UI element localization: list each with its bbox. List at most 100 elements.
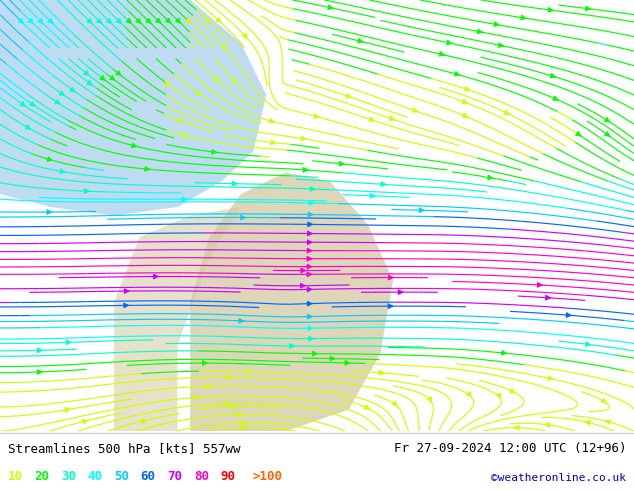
Text: 60: 60 xyxy=(141,470,156,483)
FancyArrowPatch shape xyxy=(182,197,186,201)
FancyArrowPatch shape xyxy=(214,77,219,82)
FancyArrowPatch shape xyxy=(398,290,403,294)
FancyArrowPatch shape xyxy=(548,376,553,380)
FancyArrowPatch shape xyxy=(389,116,394,121)
FancyArrowPatch shape xyxy=(307,256,312,261)
FancyArrowPatch shape xyxy=(47,210,51,214)
FancyArrowPatch shape xyxy=(55,99,60,104)
FancyArrowPatch shape xyxy=(141,419,146,423)
FancyArrowPatch shape xyxy=(301,284,305,288)
FancyArrowPatch shape xyxy=(25,125,30,129)
FancyArrowPatch shape xyxy=(455,72,460,76)
FancyArrowPatch shape xyxy=(70,87,75,92)
FancyArrowPatch shape xyxy=(239,318,243,323)
FancyArrowPatch shape xyxy=(20,102,25,106)
FancyArrowPatch shape xyxy=(307,287,312,292)
FancyArrowPatch shape xyxy=(427,397,432,403)
FancyArrowPatch shape xyxy=(116,71,121,75)
FancyArrowPatch shape xyxy=(419,208,424,212)
FancyArrowPatch shape xyxy=(117,19,122,24)
Polygon shape xyxy=(0,0,266,216)
FancyArrowPatch shape xyxy=(238,413,242,417)
FancyArrowPatch shape xyxy=(314,114,319,118)
FancyArrowPatch shape xyxy=(548,8,553,12)
FancyArrowPatch shape xyxy=(307,231,312,236)
FancyArrowPatch shape xyxy=(146,19,151,24)
FancyArrowPatch shape xyxy=(496,393,500,398)
FancyArrowPatch shape xyxy=(585,420,590,425)
FancyArrowPatch shape xyxy=(550,74,555,78)
FancyArrowPatch shape xyxy=(358,39,363,43)
Text: Fr 27-09-2024 12:00 UTC (12+96): Fr 27-09-2024 12:00 UTC (12+96) xyxy=(394,442,626,455)
FancyArrowPatch shape xyxy=(231,78,236,83)
Text: >100: >100 xyxy=(252,470,282,483)
FancyArrowPatch shape xyxy=(37,348,42,353)
FancyArrowPatch shape xyxy=(379,370,384,375)
FancyArrowPatch shape xyxy=(345,361,350,365)
FancyArrowPatch shape xyxy=(586,6,590,11)
FancyArrowPatch shape xyxy=(100,75,105,80)
FancyArrowPatch shape xyxy=(228,375,232,380)
FancyArrowPatch shape xyxy=(124,303,129,308)
FancyArrowPatch shape xyxy=(271,140,276,145)
FancyArrowPatch shape xyxy=(301,269,306,273)
FancyArrowPatch shape xyxy=(604,118,610,122)
FancyArrowPatch shape xyxy=(136,19,141,24)
FancyArrowPatch shape xyxy=(309,201,314,205)
FancyArrowPatch shape xyxy=(339,161,344,166)
FancyArrowPatch shape xyxy=(463,113,468,118)
FancyArrowPatch shape xyxy=(307,248,312,253)
FancyArrowPatch shape xyxy=(308,326,313,331)
FancyArrowPatch shape xyxy=(515,425,519,430)
FancyArrowPatch shape xyxy=(381,182,385,186)
FancyArrowPatch shape xyxy=(365,405,370,409)
FancyArrowPatch shape xyxy=(346,94,351,98)
Polygon shape xyxy=(190,172,393,431)
FancyArrowPatch shape xyxy=(307,301,312,306)
FancyArrowPatch shape xyxy=(546,295,550,300)
FancyArrowPatch shape xyxy=(107,19,112,24)
FancyArrowPatch shape xyxy=(224,401,229,406)
Text: ©weatheronline.co.uk: ©weatheronline.co.uk xyxy=(491,473,626,483)
FancyArrowPatch shape xyxy=(156,18,161,24)
FancyArrowPatch shape xyxy=(178,118,183,122)
FancyArrowPatch shape xyxy=(328,5,333,9)
FancyArrowPatch shape xyxy=(186,18,191,23)
FancyArrowPatch shape xyxy=(538,283,542,287)
Text: 50: 50 xyxy=(114,470,129,483)
FancyArrowPatch shape xyxy=(65,408,70,412)
FancyArrowPatch shape xyxy=(309,336,313,341)
FancyArrowPatch shape xyxy=(477,29,482,34)
FancyArrowPatch shape xyxy=(97,19,102,24)
FancyArrowPatch shape xyxy=(290,344,294,348)
FancyArrowPatch shape xyxy=(313,351,317,356)
FancyArrowPatch shape xyxy=(605,132,610,136)
FancyArrowPatch shape xyxy=(87,80,92,85)
FancyArrowPatch shape xyxy=(447,40,451,45)
FancyArrowPatch shape xyxy=(82,419,87,424)
FancyArrowPatch shape xyxy=(545,423,550,427)
FancyArrowPatch shape xyxy=(124,289,129,294)
Polygon shape xyxy=(114,207,241,431)
FancyArrowPatch shape xyxy=(464,87,469,91)
FancyArrowPatch shape xyxy=(307,315,312,319)
FancyArrowPatch shape xyxy=(37,370,42,374)
Text: 90: 90 xyxy=(221,470,236,483)
FancyArrowPatch shape xyxy=(212,149,217,154)
FancyArrowPatch shape xyxy=(413,108,418,112)
FancyArrowPatch shape xyxy=(197,91,202,96)
FancyArrowPatch shape xyxy=(232,405,237,409)
FancyArrowPatch shape xyxy=(18,19,23,24)
FancyArrowPatch shape xyxy=(29,19,34,24)
FancyArrowPatch shape xyxy=(38,19,43,24)
FancyArrowPatch shape xyxy=(553,96,558,100)
FancyArrowPatch shape xyxy=(176,18,181,23)
FancyArrowPatch shape xyxy=(330,356,335,361)
FancyArrowPatch shape xyxy=(462,99,467,103)
Text: 20: 20 xyxy=(34,470,49,483)
Text: 30: 30 xyxy=(61,470,76,483)
FancyArrowPatch shape xyxy=(110,75,115,80)
FancyArrowPatch shape xyxy=(60,169,65,173)
FancyArrowPatch shape xyxy=(388,304,393,308)
FancyArrowPatch shape xyxy=(504,110,510,114)
